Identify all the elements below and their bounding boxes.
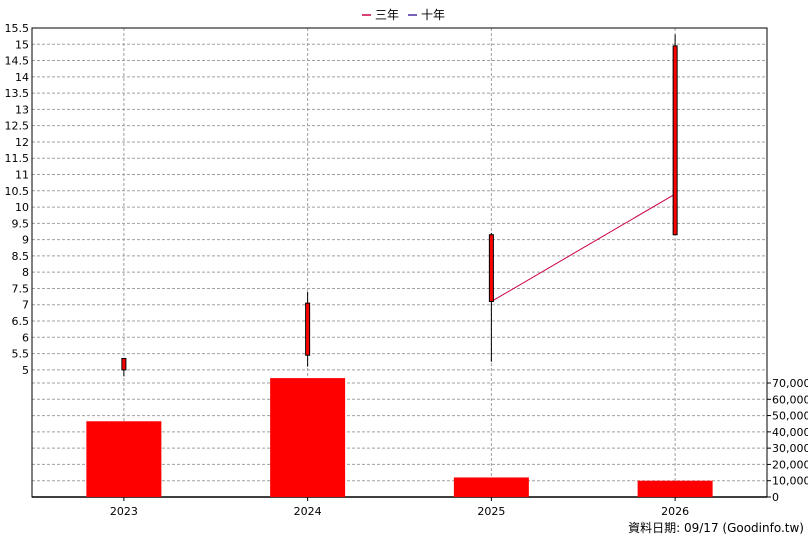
price-tick-label: 12.5 [5, 120, 30, 133]
legend-label: 三年 [375, 8, 399, 22]
volume-bar [86, 421, 162, 497]
source-date-label: 資料日期: 09/17 (Goodinfo.tw) [628, 521, 804, 535]
price-tick-label: 13 [15, 103, 29, 116]
candle-body [488, 234, 494, 302]
candles [121, 34, 678, 377]
price-tick-label: 14.5 [5, 55, 30, 68]
price-tick-label: 9 [22, 234, 29, 247]
volume-bar [453, 477, 529, 497]
candle-body [305, 302, 311, 356]
price-tick-label: 15.5 [5, 22, 30, 35]
x-tick-label: 2023 [110, 505, 138, 518]
legend-label: 十年 [421, 8, 445, 22]
volume-tick-label: 0 [772, 491, 779, 504]
price-tick-label: 5.5 [12, 348, 30, 361]
price-tick-label: 15 [15, 38, 29, 51]
price-tick-label: 10 [15, 201, 29, 214]
price-tick-label: 11.5 [5, 152, 30, 165]
volume-tick-label: 20,000 [772, 458, 808, 471]
price-tick-label: 7 [22, 299, 29, 312]
volume-bar [270, 378, 346, 497]
price-tick-label: 14 [15, 71, 29, 84]
volume-tick-label: 50,000 [772, 410, 808, 423]
x-tick-label: 2026 [661, 505, 689, 518]
volume-tick-label: 60,000 [772, 393, 808, 406]
volume-bars [86, 378, 713, 497]
x-tick-label: 2025 [477, 505, 505, 518]
legend: 三年 十年 [362, 8, 445, 22]
price-tick-label: 6.5 [12, 315, 30, 328]
volume-tick-label: 30,000 [772, 442, 808, 455]
volume-tick-label: 70,000 [772, 377, 808, 390]
candle-body [121, 357, 127, 371]
series-lines [491, 193, 676, 302]
volume-bar [637, 480, 713, 497]
price-tick-label: 8 [22, 266, 29, 279]
price-tick-label: 6 [22, 331, 29, 344]
price-tick-label: 11 [15, 169, 29, 182]
volume-tick-label: 10,000 [772, 475, 808, 488]
price-tick-label: 12 [15, 136, 29, 149]
price-tick-label: 9.5 [12, 217, 30, 230]
price-tick-label: 10.5 [5, 185, 30, 198]
price-tick-label: 8.5 [12, 250, 30, 263]
price-tick-label: 7.5 [12, 282, 30, 295]
volume-tick-label: 40,000 [772, 426, 808, 439]
price-tick-label: 5 [22, 364, 29, 377]
candle-body [672, 45, 678, 236]
x-tick-label: 2024 [294, 505, 322, 518]
three-year-line [491, 193, 676, 302]
price-tick-label: 13.5 [5, 87, 30, 100]
axis-labels: 5 5.5 6 6.5 7 7.5 8 8.5 9 9.5 10 10.5 11 11.5 12 12.5 13… [5, 22, 808, 518]
